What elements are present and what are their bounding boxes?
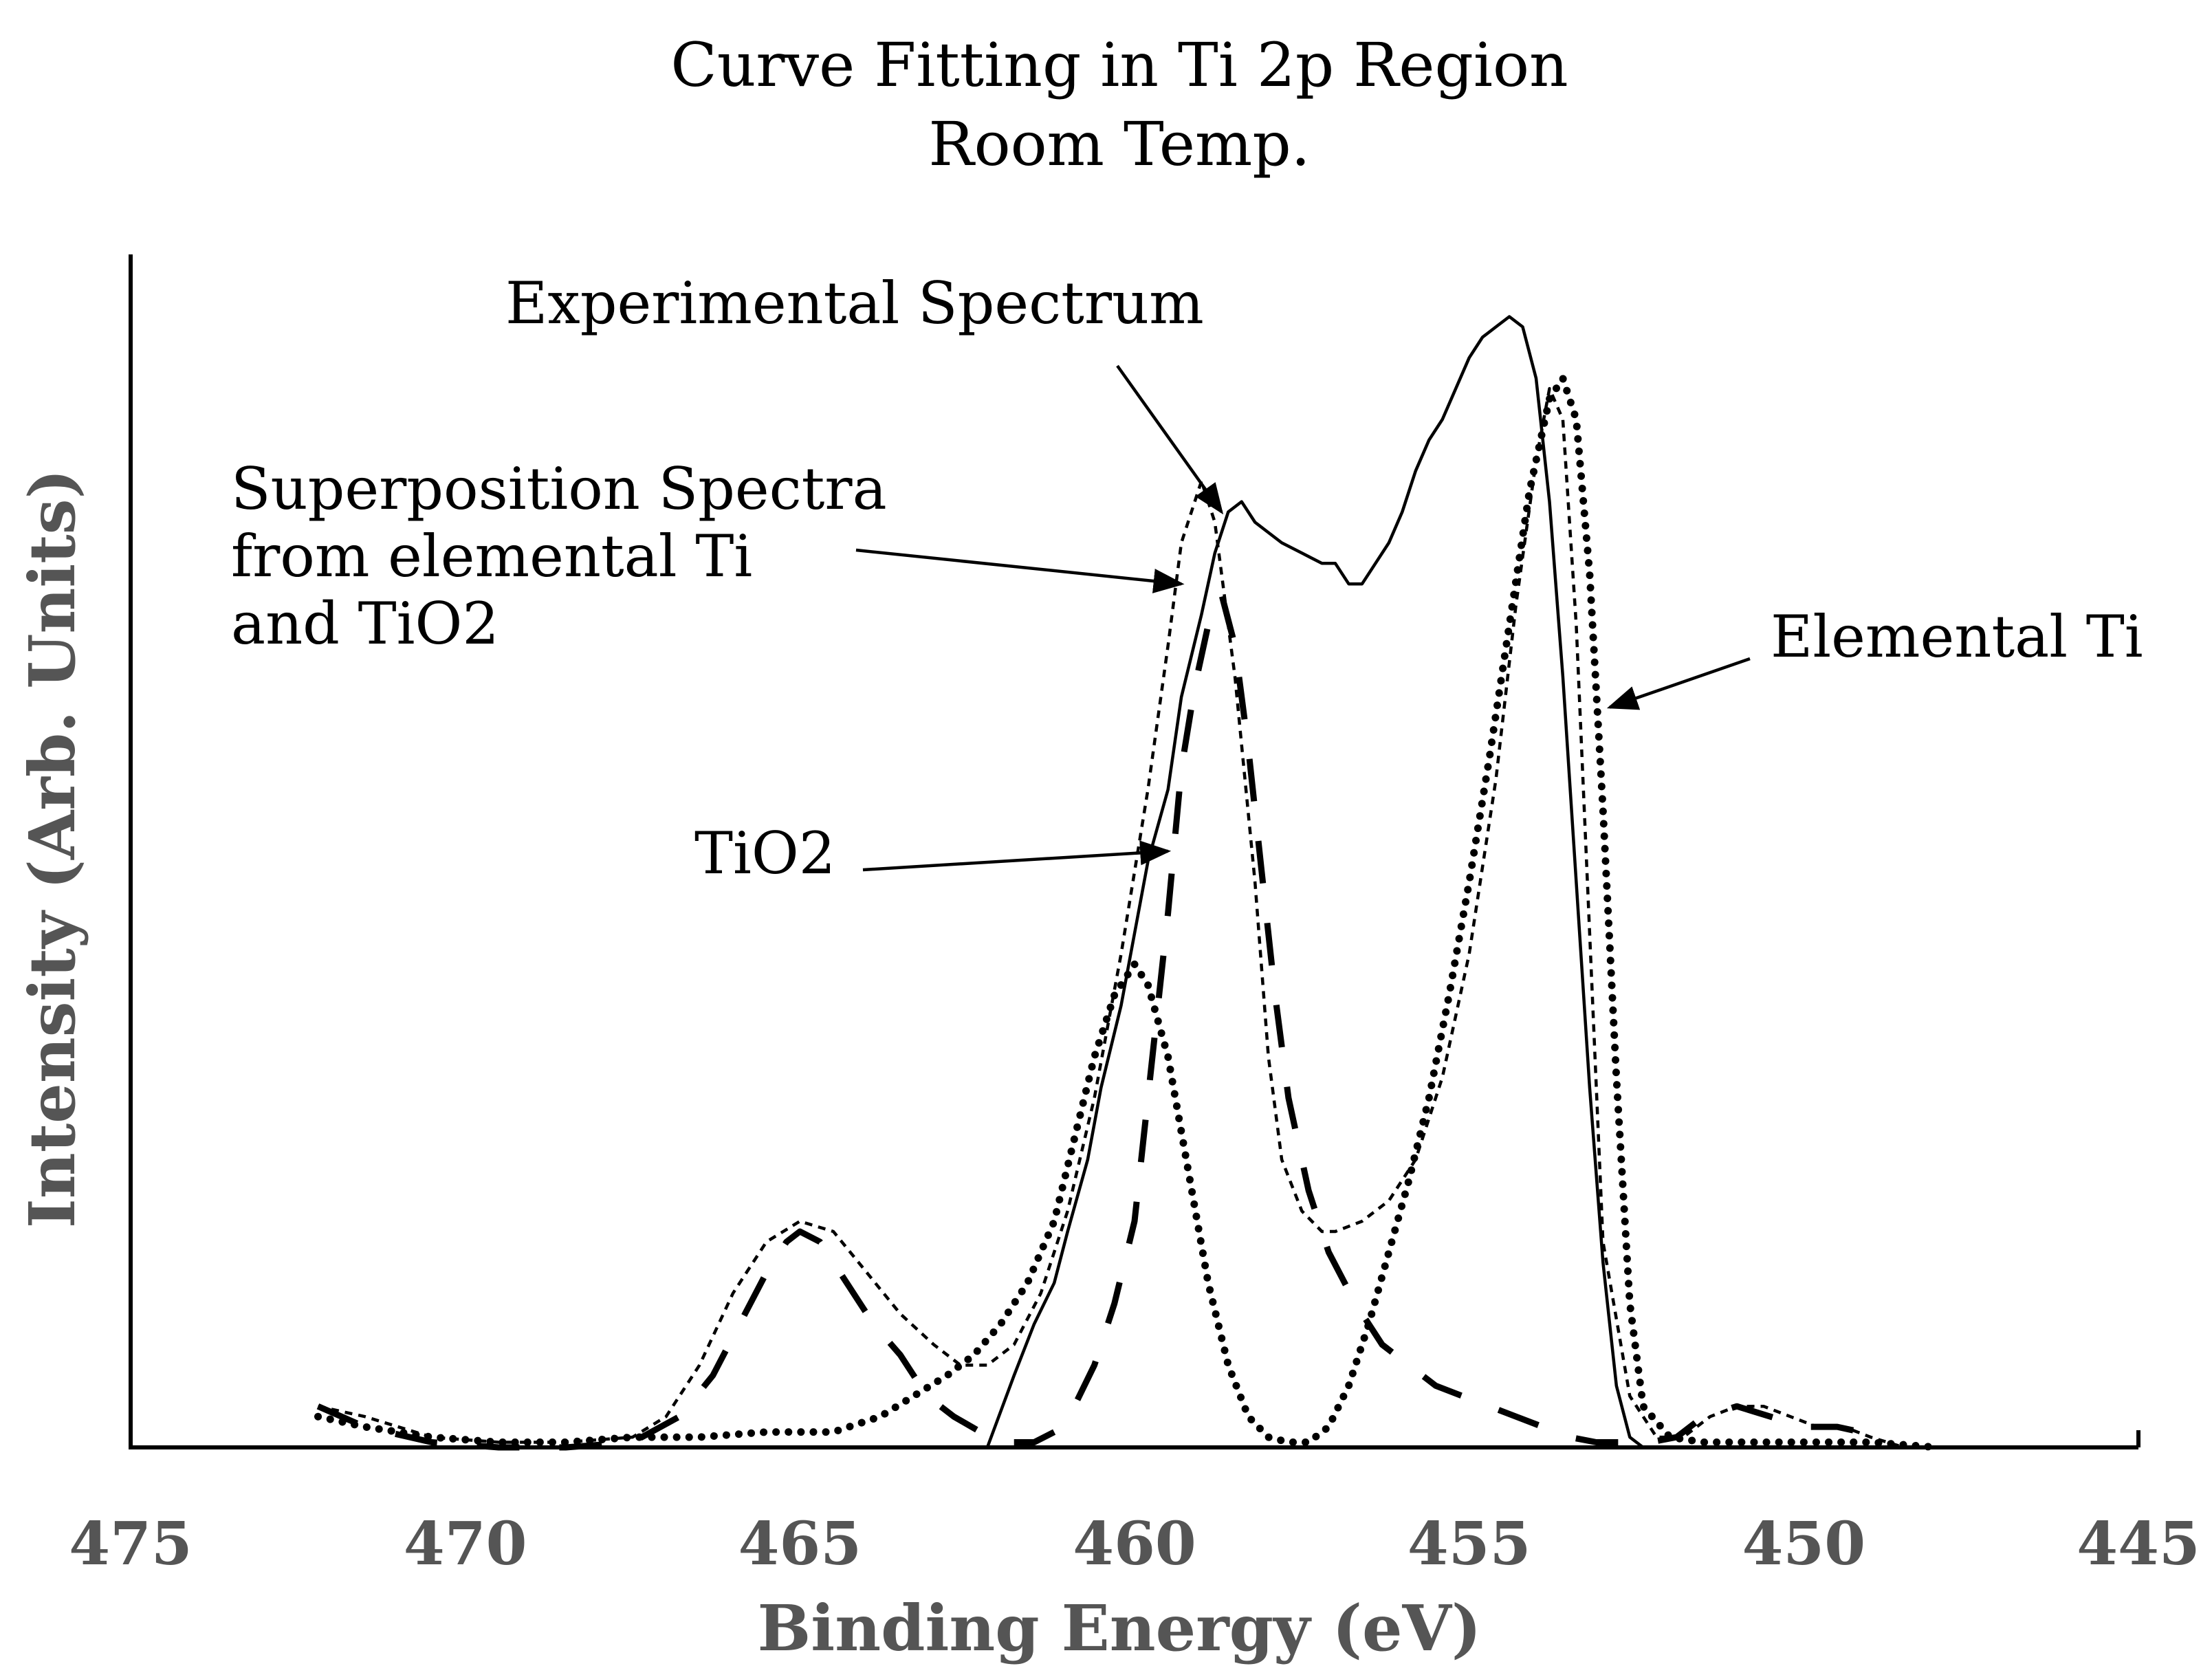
annotation-arrow (862, 840, 1172, 872)
series-line-elemental-ti (314, 374, 1942, 1452)
annotation-text: Elemental Ti (1771, 603, 2143, 670)
series-superposition-spectra-from-elemental-ti-and-tio2 (318, 386, 1905, 1449)
annotation-text: Experimental Spectrum (505, 270, 1204, 337)
annotation-tio2: TiO2 (694, 820, 1172, 887)
series-line-experimental-spectrum (985, 315, 1645, 1449)
annotation-text: and TiO2 (231, 590, 499, 657)
y-axis-label: Intensity (Arb. Units) (15, 469, 89, 1228)
x-tick-label: 465 (738, 1509, 862, 1579)
annotation-text: Superposition Spectra (231, 455, 887, 523)
x-tick-label: 455 (1408, 1509, 1531, 1579)
x-tick-label: 445 (2077, 1509, 2200, 1579)
annotation-arrow (855, 548, 1185, 593)
annotation-layer: Experimental Spectrum Superposition Spect… (231, 270, 2143, 887)
x-tick-label: 475 (69, 1509, 193, 1579)
series-line-tio2 (316, 591, 1885, 1451)
annotation-experimental-spectrum: Experimental Spectrum (505, 270, 1224, 515)
x-tick-label: 470 (404, 1509, 527, 1579)
annotation-text: from elemental Ti (231, 523, 752, 590)
x-tick-label: 460 (1073, 1509, 1196, 1579)
x-tick-label: 450 (1742, 1509, 1866, 1579)
annotation-elemental-ti: Elemental Ti (1606, 603, 2143, 710)
axes-layer: 475 470 465 460 455 450 445 (69, 254, 2200, 1579)
annotation-text: TiO2 (694, 820, 835, 887)
series-layer (314, 315, 1942, 1452)
series-elemental-ti (314, 374, 1942, 1452)
series-line-superposition-spectra-from-elemental-ti-and-tio2 (318, 386, 1905, 1449)
annotation-arrow (1116, 364, 1224, 515)
chart-title: Curve Fitting in Ti 2p Region (670, 30, 1568, 100)
x-axis-label: Binding Energy (eV) (758, 1591, 1482, 1665)
series-experimental-spectrum (985, 315, 1645, 1449)
series-tio2 (316, 591, 1885, 1451)
chart-subtitle: Room Temp. (928, 109, 1310, 179)
annotation-arrow (1606, 657, 1751, 710)
